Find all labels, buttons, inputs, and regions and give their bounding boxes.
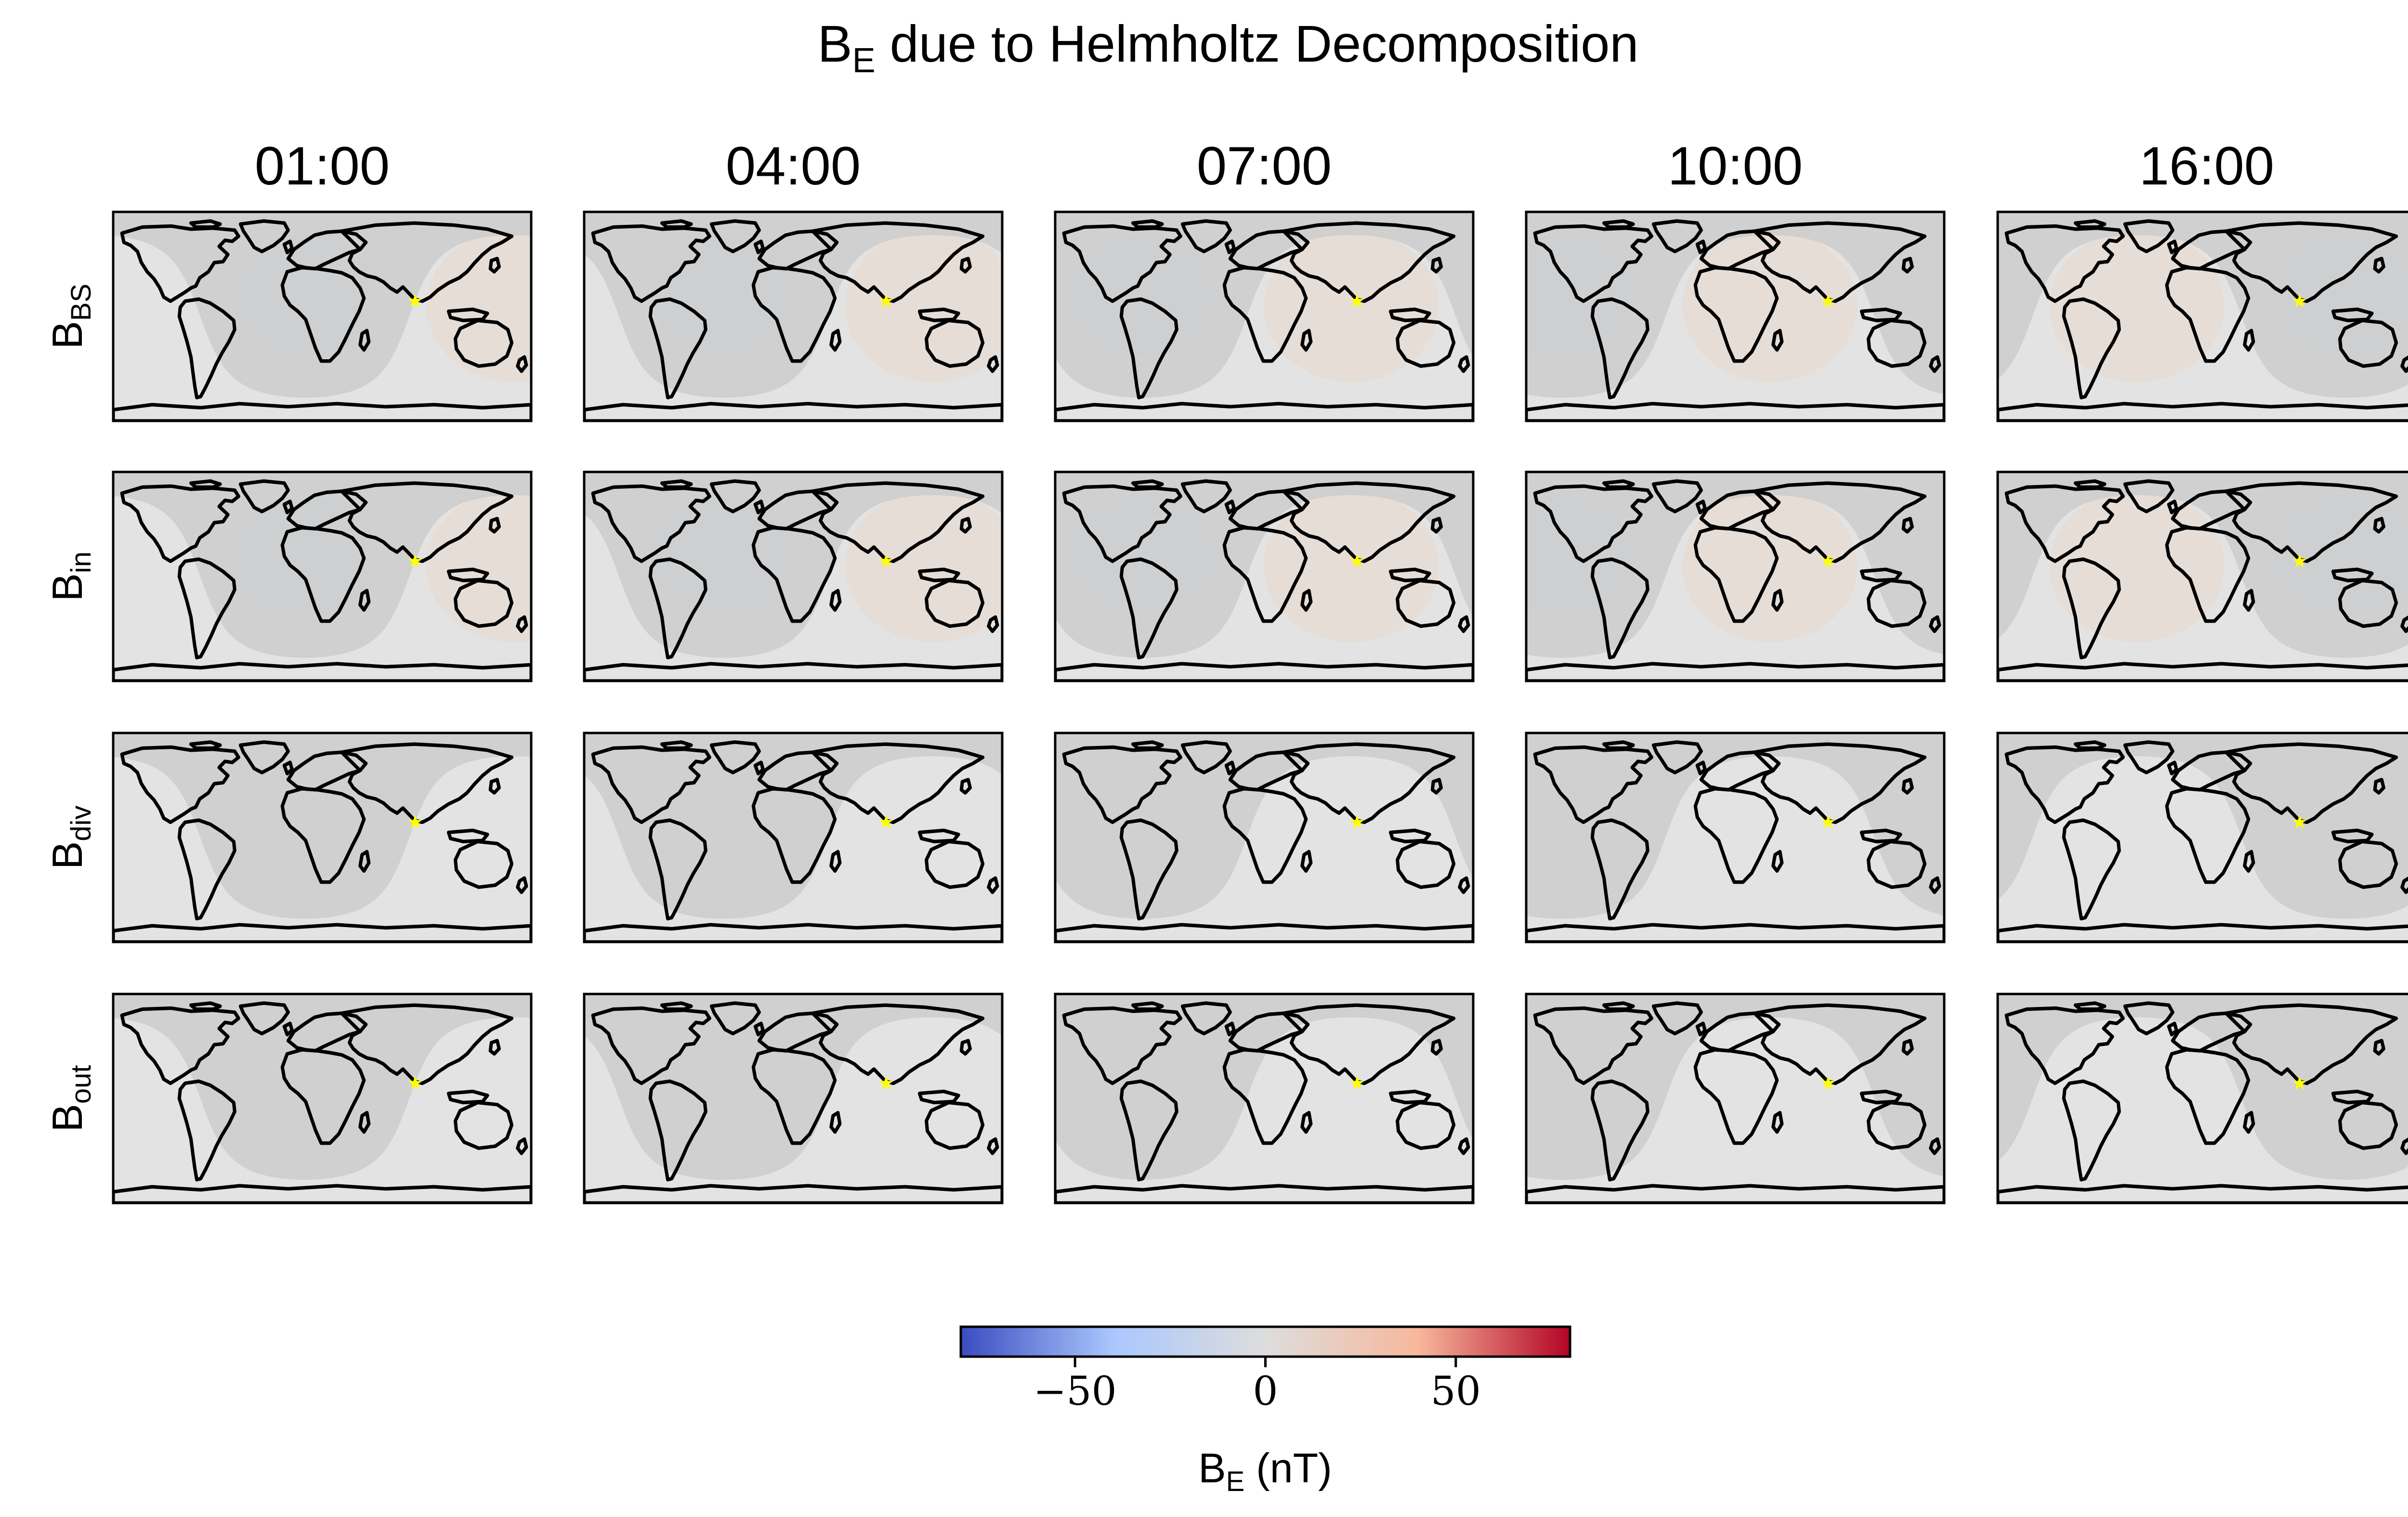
figure-title: BE due to Helmholtz Decomposition	[818, 14, 1639, 80]
map-frame	[583, 471, 1004, 682]
column-title: 01:00	[255, 136, 390, 196]
column-title: 16:00	[2139, 136, 2274, 196]
row-label-base: B	[43, 841, 91, 870]
row-label-sub: BS	[65, 284, 97, 321]
star-marker-icon	[1350, 293, 1364, 308]
map-panel	[583, 471, 1004, 682]
column-title: 07:00	[1197, 136, 1332, 196]
map-frame	[1054, 471, 1475, 682]
row-label-base: B	[43, 321, 91, 349]
map-panel	[112, 993, 533, 1204]
colorbar: −50 0 50 BE (nT)	[959, 1325, 1571, 1497]
map-frame	[112, 732, 533, 943]
star-marker-icon	[879, 553, 893, 568]
map-frame	[1996, 993, 2408, 1204]
row-label: Bin	[43, 551, 97, 602]
column-title: 10:00	[1668, 136, 1803, 196]
star-marker-icon	[1821, 814, 1835, 829]
column-title: 04:00	[726, 136, 861, 196]
map-panel	[1525, 471, 1946, 682]
figure-title-rest: due to Helmholtz Decomposition	[876, 14, 1639, 73]
colorbar-gradient	[959, 1325, 1571, 1358]
figure-title-sub: E	[852, 41, 876, 80]
map-frame	[1525, 471, 1946, 682]
star-marker-icon	[408, 814, 422, 829]
figure-title-main: B	[818, 14, 852, 73]
star-marker-icon	[2292, 814, 2307, 829]
star-marker-icon	[1350, 814, 1364, 829]
map-frame	[112, 471, 533, 682]
colorbar-label: BE (nT)	[1198, 1445, 1332, 1497]
map-frame	[1054, 210, 1475, 422]
row-label-base: B	[43, 1104, 91, 1132]
star-marker-icon	[1821, 293, 1835, 308]
star-marker-icon	[1821, 553, 1835, 568]
map-panel	[112, 471, 533, 682]
star-marker-icon	[879, 1075, 893, 1090]
star-marker-icon	[1821, 1075, 1835, 1090]
map-panel	[1054, 993, 1475, 1204]
map-frame	[112, 993, 533, 1204]
map-panel	[1054, 210, 1475, 422]
map-panel	[1054, 471, 1475, 682]
map-panel	[1996, 993, 2408, 1204]
row-label: BBS	[43, 284, 97, 349]
map-panels	[112, 210, 2408, 1204]
star-marker-icon	[879, 293, 893, 308]
row-label-sub: in	[65, 551, 97, 573]
star-marker-icon	[879, 814, 893, 829]
map-panel	[112, 210, 533, 422]
star-marker-icon	[408, 1075, 422, 1090]
map-panel	[1525, 210, 1946, 422]
map-panel	[583, 732, 1004, 943]
map-panel	[583, 993, 1004, 1204]
map-panel	[1996, 471, 2408, 682]
colorbar-label-main: B	[1198, 1445, 1226, 1491]
row-label-sub: div	[65, 806, 97, 841]
map-frame	[1996, 732, 2408, 943]
map-frame	[583, 732, 1004, 943]
column-titles: 01:00 04:00 07:00 10:00 16:00	[255, 136, 2274, 196]
star-marker-icon	[408, 553, 422, 568]
map-panel	[1054, 732, 1475, 943]
map-frame	[112, 210, 533, 422]
map-panel	[112, 732, 533, 943]
colorbar-label-rest: (nT)	[1244, 1445, 1332, 1491]
colorbar-ticks: −50 0 50	[1034, 1357, 1481, 1414]
star-marker-icon	[2292, 553, 2307, 568]
map-panel	[1525, 993, 1946, 1204]
map-frame	[1525, 210, 1946, 422]
row-label-sub: out	[65, 1065, 97, 1104]
colorbar-tick-label: 0	[1253, 1369, 1278, 1414]
row-label-base: B	[43, 573, 91, 602]
star-marker-icon	[2292, 293, 2307, 308]
star-marker-icon	[1350, 1075, 1364, 1090]
map-frame	[1525, 993, 1946, 1204]
map-panel	[1525, 732, 1946, 943]
map-panel	[1996, 732, 2408, 943]
colorbar-tick-label: −50	[1034, 1369, 1117, 1414]
row-label: Bout	[43, 1065, 97, 1132]
map-frame	[1054, 732, 1475, 943]
row-label: Bdiv	[43, 806, 97, 870]
colorbar-label-sub: E	[1226, 1466, 1245, 1497]
map-frame	[1525, 732, 1946, 943]
map-panel	[583, 210, 1004, 422]
star-marker-icon	[2292, 1075, 2307, 1090]
map-frame	[1996, 210, 2408, 422]
map-frame	[583, 993, 1004, 1204]
map-frame	[583, 210, 1004, 422]
map-frame	[1996, 471, 2408, 682]
map-panel	[1996, 210, 2408, 422]
map-frame	[1054, 993, 1475, 1204]
star-marker-icon	[1350, 553, 1364, 568]
colorbar-tick-label: 50	[1431, 1369, 1481, 1414]
star-marker-icon	[408, 293, 422, 308]
